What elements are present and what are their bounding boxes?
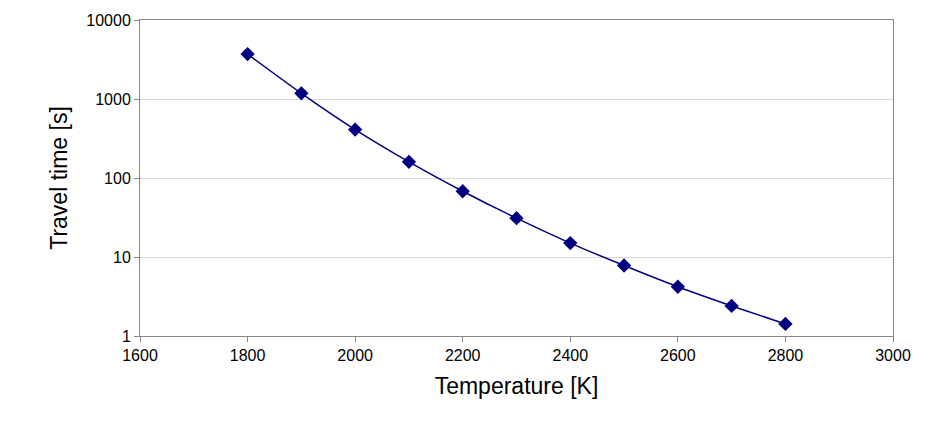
svg-text:1: 1 xyxy=(122,328,131,345)
svg-text:Travel time [s]: Travel time [s] xyxy=(46,106,72,250)
svg-text:2200: 2200 xyxy=(445,347,481,364)
svg-text:Temperature [K]: Temperature [K] xyxy=(435,373,599,399)
svg-text:1600: 1600 xyxy=(122,347,158,364)
svg-text:3000: 3000 xyxy=(875,347,911,364)
svg-text:2800: 2800 xyxy=(768,347,804,364)
svg-text:2600: 2600 xyxy=(660,347,696,364)
svg-text:2400: 2400 xyxy=(552,347,588,364)
svg-text:10: 10 xyxy=(113,249,131,266)
svg-text:100: 100 xyxy=(104,170,131,187)
svg-text:1000: 1000 xyxy=(95,91,131,108)
svg-text:10000: 10000 xyxy=(86,12,131,29)
svg-text:1800: 1800 xyxy=(230,347,266,364)
svg-text:2000: 2000 xyxy=(337,347,373,364)
